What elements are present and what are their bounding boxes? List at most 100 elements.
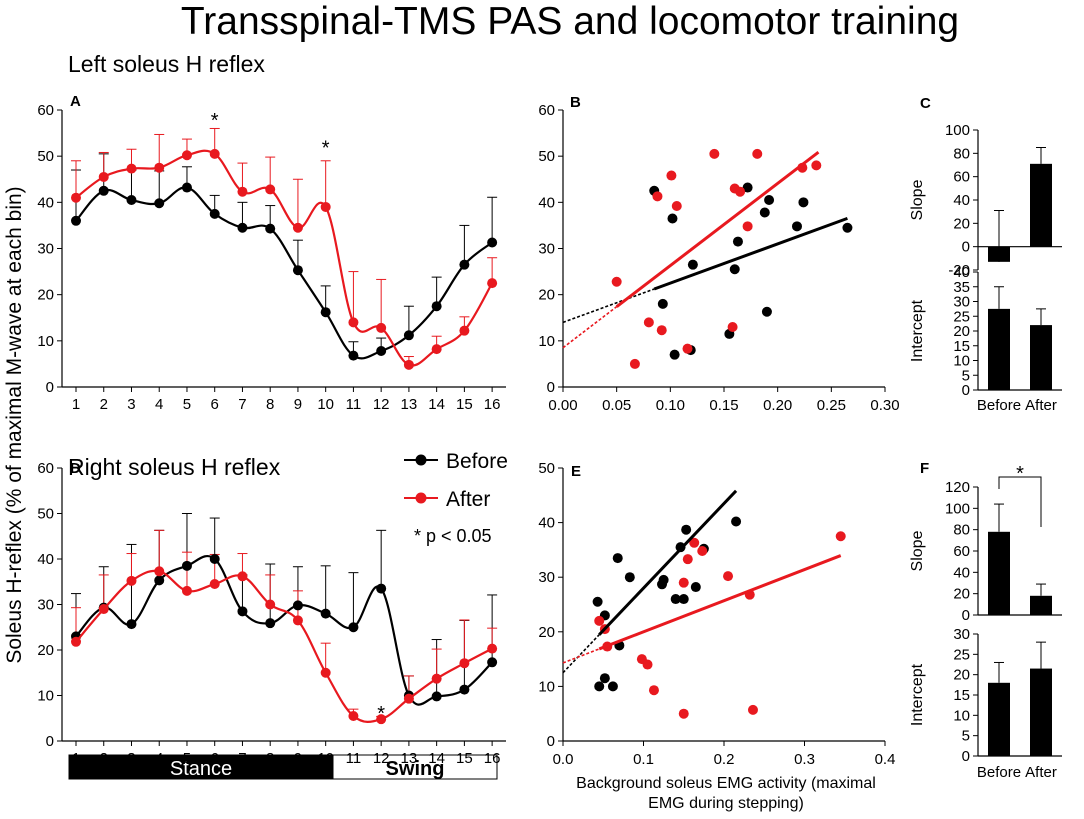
E-point-before	[624, 572, 635, 583]
legend: Before After * p < 0.05	[404, 450, 508, 546]
E-point-after	[747, 704, 758, 715]
E-point-before	[658, 574, 669, 585]
B-y-tick-label: 50	[538, 148, 555, 165]
A-point-after	[292, 222, 303, 233]
C2-y-tick-label: 20	[953, 323, 970, 340]
A-x-tick-label: 8	[266, 396, 274, 413]
D-y-tick-label: 10	[37, 688, 54, 705]
B-point-before	[657, 298, 668, 309]
A-x-tick-label: 15	[456, 396, 473, 413]
E-point-after	[648, 685, 659, 696]
B-y-tick-label: 60	[538, 102, 555, 119]
C1-y-tick-label: 60	[953, 169, 970, 186]
F1-bar-before	[988, 531, 1010, 615]
B-x-tick-label: 0.10	[656, 397, 685, 414]
D-x-tick-label: 14	[428, 750, 445, 767]
F1-bar-after	[1030, 595, 1052, 615]
B-point-after	[682, 343, 693, 354]
A-y-tick-label: 20	[37, 287, 54, 304]
E-y-tick-label: 20	[538, 624, 555, 641]
A-point-after	[376, 322, 387, 333]
A-point-before	[459, 259, 470, 270]
shared-y-axis-label: Soleus H-reflex (% of maximal M-wave at …	[3, 186, 26, 663]
F2-y-axis-label: Intercept	[909, 663, 926, 726]
D-point-after	[98, 604, 109, 615]
F1-significance-star: *	[1016, 463, 1024, 485]
D-x-tick-label: 8	[266, 750, 274, 767]
A-panel-label: A	[70, 93, 81, 110]
D-x-tick-label: 16	[484, 750, 501, 767]
E-y-tick-label: 40	[538, 515, 555, 532]
swing-phase	[332, 754, 498, 780]
D-x-tick-label: 10	[317, 750, 334, 767]
A-x-tick-label: 16	[484, 396, 501, 413]
E-y-tick-label: 50	[538, 460, 555, 477]
A-x-tick-label: 14	[428, 396, 445, 413]
A-point-before	[237, 222, 248, 233]
E-point-before	[681, 524, 692, 535]
B-point-before	[732, 236, 743, 247]
A-y-tick-label: 0	[46, 379, 54, 396]
B-point-before	[742, 182, 753, 193]
F2-y-tick-label: 30	[953, 626, 970, 643]
D-point-after	[126, 575, 137, 586]
D-point-before	[348, 622, 359, 633]
E-fit-extrapolation-before	[562, 634, 600, 674]
D-x-tick-label: 9	[294, 750, 302, 767]
panel-b-scatter-chart: 0 10 20 30 40 50 60 0.00 0.05 0.10 0.15 0.20 0.25 0.3…	[538, 94, 899, 414]
E-fit-line-before	[598, 489, 738, 636]
D-x-tick-label: 2	[100, 750, 108, 767]
B-point-before	[791, 221, 802, 232]
E-x-tick-label: 0.3	[794, 751, 815, 768]
D-point-after	[320, 667, 331, 678]
D-point-after	[265, 599, 276, 610]
A-point-after	[98, 171, 109, 182]
B-panel-label: B	[570, 94, 581, 111]
B-point-after	[671, 201, 682, 212]
D-series-line-after	[75, 569, 493, 723]
C2-y-tick-label: 15	[953, 338, 970, 355]
D-y-tick-label: 50	[37, 506, 54, 523]
E-point-before	[592, 596, 603, 607]
scatter-x-axis-label-line2: EMG during stepping)	[648, 795, 804, 812]
A-point-before	[292, 265, 303, 276]
E-x-tick-label: 0.4	[875, 751, 896, 768]
E-point-before	[690, 582, 701, 593]
F2-y-tick-label: 15	[953, 687, 970, 704]
A-x-tick-label: 11	[346, 396, 362, 413]
B-point-after	[643, 317, 654, 328]
E-point-before	[678, 594, 689, 605]
E-point-after	[697, 545, 708, 556]
A-series-line-before	[75, 186, 493, 360]
B-x-tick-label: 0.05	[602, 397, 631, 414]
D-y-tick-label: 20	[37, 642, 54, 659]
A-point-before	[403, 330, 414, 341]
A-point-after	[237, 186, 248, 197]
B-point-before	[798, 197, 809, 208]
E-point-before	[607, 681, 618, 692]
A-point-after	[265, 184, 276, 195]
B-x-tick-label: 0.30	[870, 397, 899, 414]
F2-y-tick-label: 25	[953, 646, 970, 663]
E-point-before	[612, 553, 623, 564]
D-x-tick-label: 13	[401, 750, 418, 767]
D-x-tick-label: 3	[127, 750, 135, 767]
D-significance-star: *	[377, 703, 385, 725]
D-x-tick-label: 6	[211, 750, 219, 767]
D-point-after	[71, 636, 81, 647]
A-x-tick-label: 9	[294, 396, 302, 413]
E-fit-line-after	[598, 554, 842, 651]
B-point-before	[761, 306, 772, 317]
D-y-tick-label: 0	[46, 733, 54, 750]
C1-panel-label: C	[920, 95, 931, 112]
swing-label: Swing	[386, 758, 445, 780]
C2-y-tick-label: 0	[962, 382, 970, 399]
B-x-tick-label: 0.15	[709, 397, 738, 414]
F2-y-tick-label: 20	[953, 667, 970, 684]
A-y-tick-label: 10	[37, 333, 54, 350]
B-point-before	[687, 259, 698, 270]
B-point-after	[727, 321, 738, 332]
A-x-tick-label: 2	[100, 396, 108, 413]
